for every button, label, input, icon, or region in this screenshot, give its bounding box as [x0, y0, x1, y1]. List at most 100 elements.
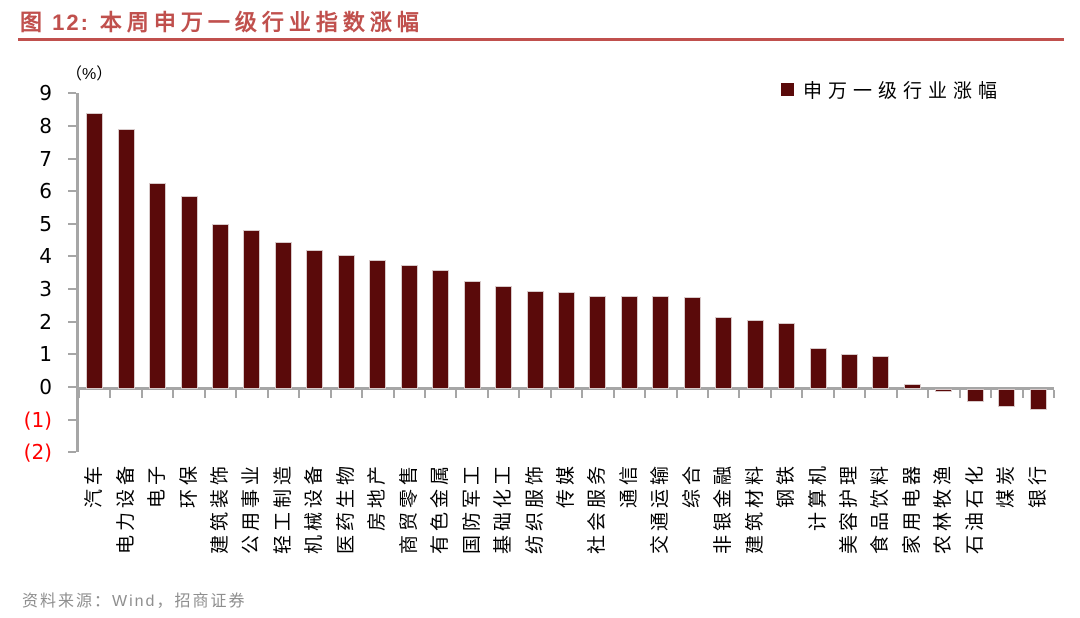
x-category-label: 纺织服饰	[524, 462, 546, 555]
bar	[935, 389, 953, 392]
bar	[243, 230, 261, 389]
bar	[998, 389, 1016, 407]
bar	[180, 196, 198, 389]
y-axis-tick	[68, 92, 76, 95]
y-tick-label: (1)	[23, 407, 52, 432]
x-category-label: 商贸零售	[398, 462, 420, 555]
x-category-label: 钢铁	[776, 462, 798, 509]
x-axis-tick	[675, 390, 678, 398]
x-axis-tick	[1052, 390, 1055, 398]
bar	[589, 295, 607, 389]
x-category-label: 美容护理	[839, 462, 861, 555]
x-axis-tick	[266, 390, 269, 398]
bar	[369, 259, 387, 389]
x-category-label: 建筑装饰	[210, 462, 232, 555]
x-axis-tick	[392, 390, 395, 398]
y-axis-tick	[68, 451, 76, 454]
bar	[809, 347, 827, 389]
x-axis-tick	[927, 390, 930, 398]
y-tick-label: 6	[39, 179, 52, 204]
y-tick-label: 3	[39, 277, 52, 302]
x-category-label: 石油石化	[964, 462, 986, 555]
x-category-label: 电力设备	[115, 462, 137, 555]
x-category-label: 汽车	[84, 462, 106, 509]
bar	[526, 290, 544, 389]
bar	[432, 269, 450, 389]
bar	[274, 241, 292, 389]
x-axis-tick	[990, 390, 993, 398]
x-category-label: 国防军工	[461, 462, 483, 555]
x-category-label: 家用电器	[901, 462, 923, 555]
x-axis-tick	[864, 390, 867, 398]
y-axis-tick	[68, 418, 76, 421]
x-category-label: 房地产	[367, 462, 389, 532]
x-category-label: 非银金融	[713, 462, 735, 555]
bar	[212, 223, 230, 389]
x-category-label: 公用事业	[241, 462, 263, 555]
x-axis-tick	[769, 390, 772, 398]
x-category-label: 医药生物	[335, 462, 357, 555]
bar	[306, 249, 324, 389]
legend-swatch-icon	[781, 83, 794, 96]
bar	[966, 389, 984, 402]
x-axis-tick	[644, 390, 647, 398]
bar	[337, 254, 355, 389]
figure-number: 图 12:	[20, 10, 90, 35]
x-axis-tick	[895, 390, 898, 398]
bar	[1029, 389, 1047, 410]
x-axis-tick	[235, 390, 238, 398]
x-axis-tick	[707, 390, 709, 398]
figure-title: 图 12: 本周申万一级行业指数涨幅	[20, 5, 424, 37]
x-category-label: 有色金属	[430, 462, 452, 555]
bar	[903, 383, 921, 389]
y-axis-tick	[68, 190, 76, 193]
x-axis-tick	[203, 390, 206, 398]
bar	[872, 355, 890, 389]
x-axis-tick	[832, 390, 835, 398]
y-tick-label: 7	[39, 146, 52, 171]
y-axis-tick	[68, 386, 76, 388]
source-note: 资料来源：Wind，招商证券	[22, 593, 247, 610]
x-category-label: 基础化工	[493, 462, 515, 555]
x-axis-tick	[958, 390, 961, 398]
bar	[841, 354, 859, 389]
bar	[715, 316, 733, 389]
bar	[557, 292, 575, 389]
x-axis-tick	[423, 390, 426, 398]
y-tick-label: 5	[39, 211, 52, 236]
x-category-label: 煤炭	[996, 462, 1018, 509]
title-underline	[18, 38, 1064, 41]
x-axis-tick	[140, 390, 143, 398]
x-category-label: 通信	[618, 462, 640, 509]
x-axis-tick	[172, 390, 175, 398]
x-axis-tick	[738, 390, 741, 398]
x-axis-tick	[329, 390, 332, 398]
x-axis-tick	[1021, 390, 1024, 398]
x-category-label: 环保	[178, 462, 200, 509]
bar	[746, 320, 764, 389]
x-category-label: 食品饮料	[870, 462, 892, 555]
bar	[400, 264, 418, 389]
y-axis-tick	[68, 288, 76, 291]
x-axis-tick	[109, 390, 112, 398]
x-category-label: 传媒	[555, 462, 577, 509]
y-tick-label: 8	[39, 113, 52, 138]
x-axis-tick	[581, 390, 584, 398]
x-axis-tick	[612, 390, 615, 398]
x-category-label: 机械设备	[304, 462, 326, 555]
x-category-label: 农林牧渔	[933, 462, 955, 555]
x-axis-tick	[78, 390, 80, 398]
figure-title-text: 本周申万一级行业指数涨幅	[99, 10, 424, 35]
y-tick-label: 9	[39, 81, 52, 106]
x-category-label: 计算机	[807, 462, 829, 532]
bar	[149, 183, 167, 389]
bar	[86, 112, 104, 389]
y-axis-tick	[68, 157, 76, 160]
bar	[463, 280, 481, 389]
x-category-label: 轻工制造	[272, 462, 294, 555]
y-axis-tick	[68, 255, 76, 258]
bar	[117, 129, 135, 389]
y-axis-tick	[68, 353, 76, 356]
y-axis-tick	[68, 222, 76, 225]
